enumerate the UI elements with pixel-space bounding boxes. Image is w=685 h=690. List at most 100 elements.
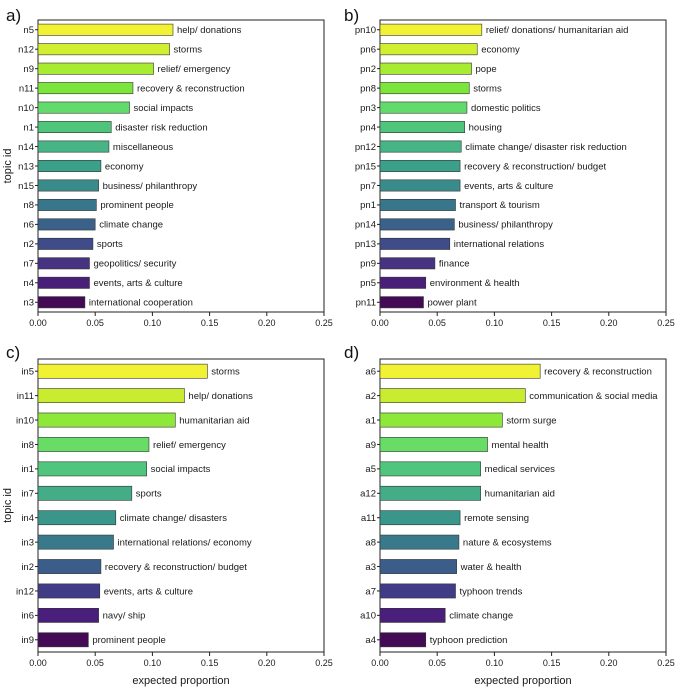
bar-label: storms [211,367,240,378]
bar-a7 [379,583,456,599]
category-label: pn3 [360,103,376,114]
x-tick-label: 0.05 [86,658,104,668]
bar-n11 [37,82,134,95]
bar-label: finance [439,259,470,270]
y-axis-title: topic id [2,149,14,184]
bar-label: typhoon prediction [430,635,508,646]
x-tick-label: 0.25 [657,318,675,328]
x-tick-label: 0.00 [371,318,389,328]
category-label: a9 [365,440,376,451]
x-tick-label: 0.20 [600,658,618,668]
bar-pn13 [379,237,451,250]
bar-in7 [37,485,133,501]
bar-label: geopolitics/ security [93,259,176,270]
bar-n12 [37,43,170,56]
bar-in1 [37,461,147,477]
category-label: in3 [21,537,34,548]
category-label: a12 [360,489,376,500]
bar-pn6 [379,43,478,56]
category-label: pn10 [355,25,376,36]
bar-label: relief/ emergency [158,64,231,75]
category-label: n5 [23,25,34,36]
category-label: n7 [23,259,34,270]
category-label: a1 [365,415,376,426]
bar-label: mental health [492,440,549,451]
x-tick-label: 0.15 [543,318,561,328]
bar-a10 [379,607,446,623]
category-label: n6 [23,220,34,231]
bar-label: disaster risk reduction [115,122,207,133]
category-label: a2 [365,391,376,402]
bar-n9 [37,62,154,75]
x-tick-label: 0.15 [201,658,219,668]
category-label: pn13 [355,239,376,250]
category-label: in5 [21,367,34,378]
bar-a5 [379,461,481,477]
category-label: pn14 [355,220,376,231]
category-label: a10 [360,611,376,622]
bar-pn12 [379,140,462,153]
category-label: a4 [365,635,376,646]
bar-label: navy/ ship [103,611,146,622]
x-tick-label: 0.10 [486,658,504,668]
bar-label: social impacts [134,103,194,114]
bar-label: recovery & reconstruction [544,367,652,378]
bar-label: climate change [449,611,513,622]
bar-label: storms [473,83,502,94]
panel-label: d) [344,343,359,362]
x-tick-label: 0.20 [258,318,276,328]
bar-a1 [379,412,503,428]
category-label: n9 [23,64,34,75]
bar-a3 [379,559,457,574]
category-label: n12 [18,45,34,56]
x-tick-label: 0.25 [315,318,333,328]
bar-pn2 [379,62,472,75]
category-label: n4 [23,278,34,289]
bar-label: sports [136,489,162,500]
category-label: in11 [17,391,34,402]
x-tick-label: 0.10 [144,318,162,328]
bar-label: communication & social media [529,391,658,402]
bar-label: recovery & reconstruction [137,83,245,94]
bar-a2 [379,388,526,404]
bar-pn14 [379,218,455,231]
bar-label: relief/ donations/ humanitarian aid [486,25,629,36]
category-label: n10 [18,103,34,114]
bar-in3 [37,534,114,550]
category-label: a3 [365,562,376,573]
bar-in11 [37,388,185,404]
bar-label: relief/ emergency [153,440,226,451]
bar-label: business/ philanthropy [103,181,198,192]
bar-n15 [37,179,99,192]
bar-in12 [37,583,101,599]
bar-n2 [37,237,94,250]
category-label: in1 [21,464,34,475]
category-label: a5 [365,464,376,475]
category-label: pn9 [360,259,376,270]
bar-label: storms [174,45,203,56]
category-label: in10 [16,415,34,426]
bar-label: power plant [427,298,476,309]
bar-pn7 [379,179,461,192]
bar-pn4 [379,121,465,134]
bar-n10 [37,101,130,114]
panel-label: c) [6,343,20,362]
bar-label: international relations [454,239,545,250]
category-label: pn15 [355,161,376,172]
bar-label: economy [105,161,144,172]
bar-label: humanitarian aid [179,415,249,426]
bar-label: prominent people [92,635,165,646]
category-label: pn4 [360,122,376,133]
bar-label: remote sensing [464,513,529,524]
x-tick-label: 0.00 [371,658,389,668]
bar-pn15 [379,160,461,172]
bar-a6 [379,363,541,379]
bar-n8 [37,198,97,211]
x-axis-title: expected proportion [474,675,571,687]
bar-label: environment & health [430,278,520,289]
bar-n5 [37,23,174,36]
bar-a4 [379,632,427,648]
category-label: n8 [23,200,34,211]
y-axis-title: topic id [2,488,14,523]
bar-label: events, arts & culture [104,586,193,597]
